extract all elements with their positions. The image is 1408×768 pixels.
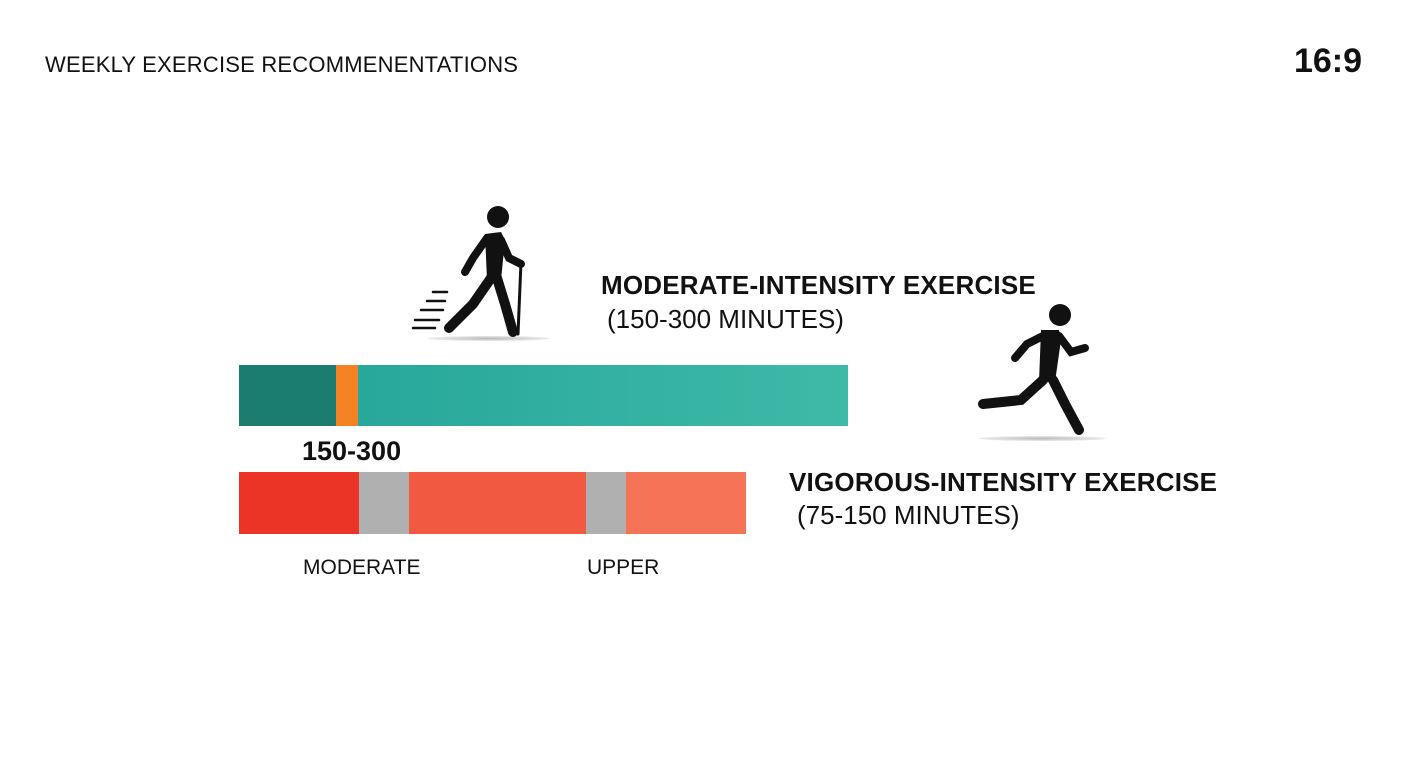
page-title: WEEKLY EXERCISE RECOMMENENTATIONS xyxy=(45,52,519,77)
aspect-ratio-label: 16:9 xyxy=(1293,42,1362,80)
moderate-bar-segment-start xyxy=(239,365,337,426)
vigorous-bar-segment-upper xyxy=(626,472,746,534)
running-person-icon xyxy=(975,300,1105,440)
running-figure-shadow xyxy=(978,436,1106,441)
vigorous-bar-segment-mid xyxy=(408,472,586,534)
vigorous-bar-segment-gap xyxy=(358,472,409,534)
walking-figure-shadow xyxy=(428,336,550,341)
vigorous-intensity-bar xyxy=(239,472,746,534)
scale-label-moderate: MODERATE xyxy=(303,556,421,579)
moderate-subheading: (150-300 MINUTES) xyxy=(607,304,844,334)
moderate-intensity-bar xyxy=(239,365,848,426)
walking-person-with-pole-icon xyxy=(405,200,565,345)
range-label: 150-300 xyxy=(302,436,402,466)
moderate-bar-segment-marker xyxy=(336,365,358,426)
vigorous-bar-segment-moderate xyxy=(239,472,359,534)
scale-label-upper: UPPER xyxy=(587,556,660,579)
vigorous-subheading: (75-150 MINUTES) xyxy=(797,500,1020,530)
moderate-bar-segment-range xyxy=(357,365,848,426)
vigorous-bar-segment-gap xyxy=(585,472,627,534)
moderate-heading: MODERATE-INTENSITY EXERCISE xyxy=(601,270,1036,300)
vigorous-heading: VIGOROUS-INTENSITY EXERCISE xyxy=(789,467,1218,497)
